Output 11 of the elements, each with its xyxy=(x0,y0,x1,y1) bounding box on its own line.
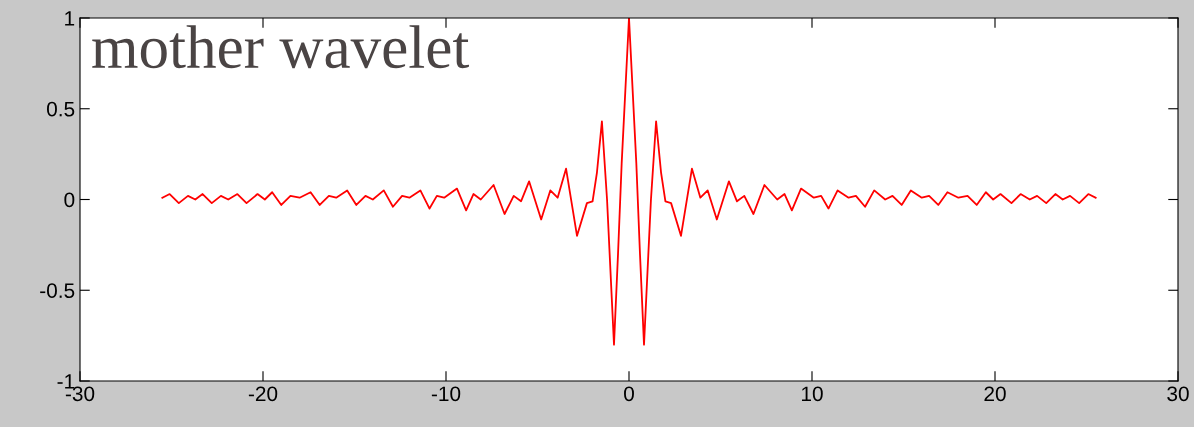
x-tick-label: -20 xyxy=(248,386,278,402)
x-tick-label: -10 xyxy=(431,386,461,402)
x-tick-label: 0 xyxy=(624,386,634,402)
x-tick-label: 20 xyxy=(984,386,1006,402)
y-tick-label: -0.5 xyxy=(40,283,75,298)
y-tick-label: 0.5 xyxy=(46,101,75,117)
y-tick-label: 0 xyxy=(64,192,75,208)
x-tick-label: 10 xyxy=(802,386,823,402)
annotation: mother wavelet xyxy=(92,25,470,69)
x-tick-label: 30 xyxy=(1167,386,1189,402)
y-tick-label: 1 xyxy=(65,11,75,26)
